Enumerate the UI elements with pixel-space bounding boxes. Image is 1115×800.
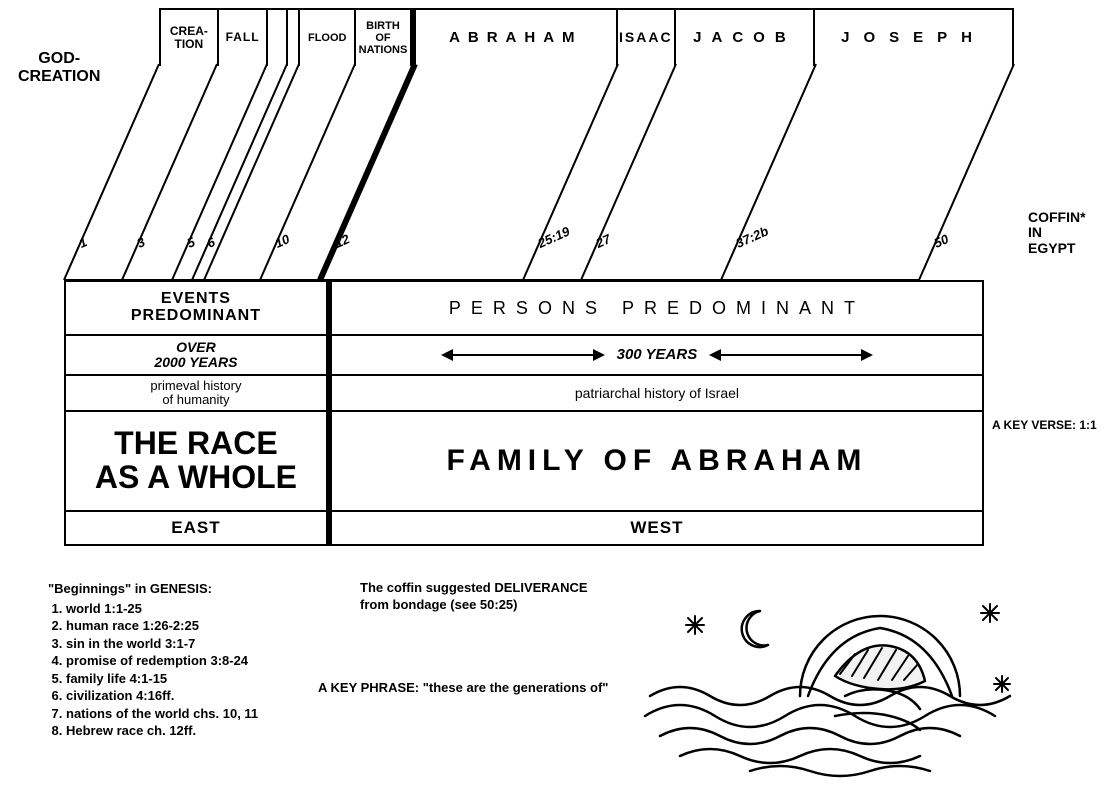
info-row: OVER 2000 YEARS 300 YEARS [64, 334, 984, 374]
header-cell: ABRAHAM [416, 10, 618, 66]
info-cell-left: OVER 2000 YEARS [66, 336, 332, 374]
duration-label: 300 YEARS [617, 347, 698, 363]
info-table: EVENTS PREDOMINANTPERSONS PREDOMINANTOVE… [64, 280, 984, 544]
beginnings-item: family life 4:1-15 [66, 670, 348, 688]
chapter-number: 50 [932, 231, 952, 251]
beginnings-list: "Beginnings" in GENESIS: world 1:1-25hum… [48, 580, 348, 740]
info-row: EASTWEST [64, 510, 984, 544]
header-cell: JOSEPH [815, 10, 1012, 66]
header-cell: CREA- TION [161, 10, 219, 66]
info-cell-right: PERSONS PREDOMINANT [332, 282, 982, 334]
chapter-number: 37:2b [734, 223, 771, 251]
info-cell-left: THE RACE AS A WHOLE [66, 412, 332, 510]
header-cell: FLOOD [300, 10, 356, 66]
info-row: primeval history of humanitypatriarchal … [64, 374, 984, 410]
info-cell-left: primeval history of humanity [66, 376, 332, 410]
coffin-note: The coffin suggested DELIVERANCE from bo… [360, 580, 680, 614]
timeline-header: CREA- TIONFALL FLOODBIRTH OF NATIONSABRAH… [159, 8, 1014, 66]
chapter-number: 25:19 [535, 223, 573, 251]
chapter-number: 10 [273, 231, 293, 251]
arrow-right-icon [711, 354, 871, 356]
header-cell: BIRTH OF NATIONS [356, 10, 416, 66]
info-cell-right: FAMILY OF ABRAHAM [332, 412, 982, 510]
beginnings-items: world 1:1-25human race 1:26-2:25sin in t… [66, 600, 348, 740]
header-cell: ISAAC [618, 10, 676, 66]
beginnings-item: promise of redemption 3:8-24 [66, 652, 348, 670]
info-row: THE RACE AS A WHOLEFAMILY OF ABRAHAM [64, 410, 984, 510]
info-cell-right: WEST [332, 512, 982, 544]
chapter-number: 12 [333, 231, 353, 251]
beginnings-item: civilization 4:16ff. [66, 687, 348, 705]
beginnings-item: world 1:1-25 [66, 600, 348, 618]
header-cell: FALL [219, 10, 269, 66]
beginnings-item: Hebrew race ch. 12ff. [66, 722, 348, 740]
chapter-number: 6 [205, 234, 218, 251]
info-cell-left: EVENTS PREDOMINANT [66, 282, 332, 334]
chapter-number: 5 [185, 234, 198, 251]
chapter-number: 1 [77, 234, 90, 251]
info-cell-right: patriarchal history of Israel [332, 376, 982, 410]
right-outside-label: COFFIN* IN EGYPT [1028, 210, 1086, 256]
chapter-number: 27 [593, 231, 614, 251]
beginnings-item: nations of the world chs. 10, 11 [66, 705, 348, 723]
header-cell [288, 10, 300, 66]
header-cell: JACOB [676, 10, 815, 66]
beginnings-title: "Beginnings" in GENESIS: [48, 580, 348, 598]
earth-sketch-icon [640, 576, 1020, 786]
header-cell [268, 10, 288, 66]
chapter-number: 3 [135, 234, 148, 251]
arrow-left-icon [443, 354, 603, 356]
left-outside-label: GOD- CREATION [18, 50, 100, 85]
beginnings-item: human race 1:26-2:25 [66, 617, 348, 635]
key-phrase: A KEY PHRASE: "these are the generations… [318, 680, 678, 697]
table-bottom-border [64, 544, 984, 546]
info-row: EVENTS PREDOMINANTPERSONS PREDOMINANT [64, 280, 984, 334]
key-verse-label: A KEY VERSE: 1:1 [992, 418, 1097, 432]
info-cell-right: 300 YEARS [332, 336, 982, 374]
beginnings-item: sin in the world 3:1-7 [66, 635, 348, 653]
info-cell-left: EAST [66, 512, 332, 544]
